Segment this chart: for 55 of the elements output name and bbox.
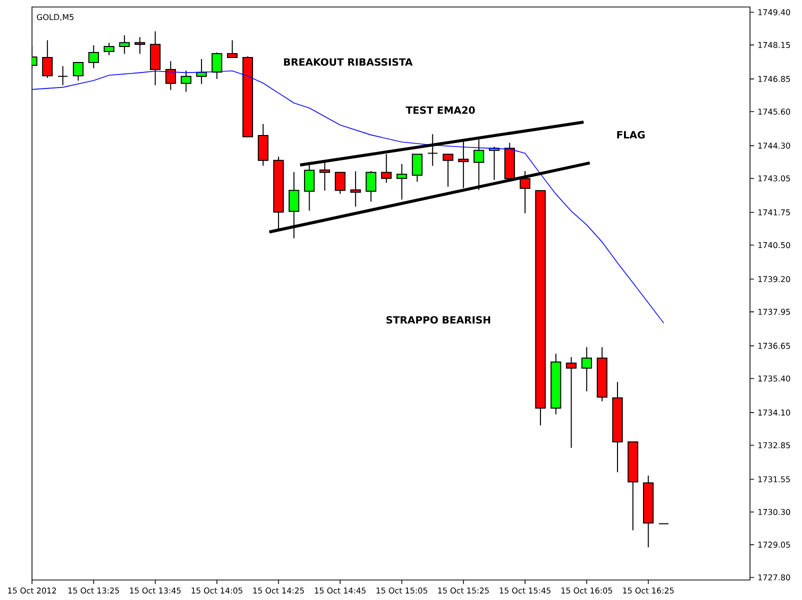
candlestick <box>226 40 238 58</box>
candlestick <box>88 44 99 69</box>
x-tick-label: 15 Oct 14:25 <box>253 588 304 594</box>
y-tick-label: 1746.85 <box>758 76 790 82</box>
x-tick-label: 15 Oct 15:25 <box>438 588 489 594</box>
y-tick-label: 1734.10 <box>758 410 790 416</box>
y-tick-label: 1732.85 <box>758 442 790 448</box>
y-tick-label: 1740.50 <box>758 242 790 248</box>
x-tick-label: 15 Oct 15:05 <box>376 588 428 594</box>
y-tick-label: 1748.15 <box>758 42 790 48</box>
candlestick <box>119 34 130 54</box>
candlestick <box>581 346 592 392</box>
x-tick-label: 15 Oct 16:05 <box>561 588 612 594</box>
annotation: FLAG <box>617 130 645 139</box>
annotation: STRAPPO BEARISH <box>386 316 490 324</box>
x-tick-label: 15 Oct 13:25 <box>68 588 119 594</box>
y-tick-label: 1749.40 <box>758 9 790 16</box>
y-tick-label: 1739.20 <box>758 276 790 282</box>
candlestick <box>396 163 408 200</box>
candlestick <box>42 40 53 78</box>
y-tick-label: 1735.40 <box>758 376 790 382</box>
y-tick-label: 1731.55 <box>758 476 790 482</box>
candlestick <box>212 52 222 80</box>
x-tick-label: 15 Oct 15:45 <box>500 588 550 594</box>
candlestick <box>104 42 114 56</box>
candlestick <box>334 172 346 194</box>
annotation: TEST EMA20 <box>406 106 475 114</box>
candlestick <box>350 170 361 208</box>
x-tick-label: 15 Oct 14:45 <box>314 588 366 594</box>
y-tick-label: 1743.05 <box>758 175 790 182</box>
x-tick-label: 15 Oct 16:25 <box>623 588 674 594</box>
annotation: BREAKOUT RIBASSISTA <box>284 58 413 66</box>
candlestick <box>72 62 84 82</box>
candlestick <box>134 36 146 54</box>
x-tick-label: 15 Oct 14:05 <box>192 588 242 594</box>
candlestick <box>180 70 192 92</box>
y-tick-label: 1729.05 <box>758 542 790 548</box>
y-tick-label: 1730.30 <box>758 508 790 515</box>
candlestick <box>412 154 423 182</box>
y-tick-label: 1741.75 <box>758 209 790 216</box>
text: GOLD,M5 <box>36 14 74 21</box>
y-tick-label: 1744.30 <box>758 142 790 149</box>
x-tick-label: 15 Oct 2012 <box>8 588 56 594</box>
candlestick <box>196 58 207 84</box>
candlestick <box>366 170 376 202</box>
y-tick-label: 1727.80 <box>758 574 790 580</box>
candlestick <box>566 356 577 448</box>
candlestick <box>520 170 530 214</box>
y-tick-label: 1745.60 <box>758 108 790 115</box>
candlestick <box>442 154 454 188</box>
candlestick <box>165 60 176 90</box>
y-tick-label: 1737.95 <box>758 308 790 315</box>
y-tick-label: 1736.65 <box>758 342 790 349</box>
candlestick <box>58 66 68 86</box>
x-tick-label: 15 Oct 13:45 <box>130 588 181 594</box>
